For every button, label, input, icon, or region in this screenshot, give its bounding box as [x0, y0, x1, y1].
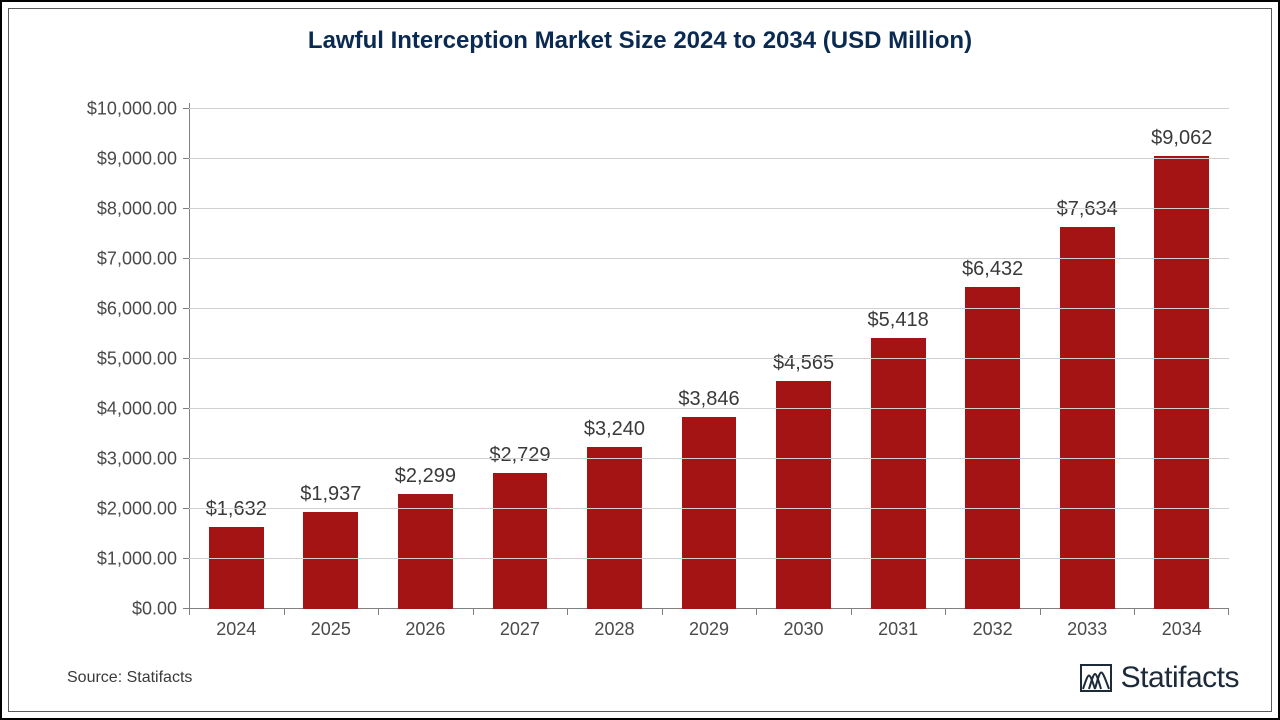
bar-value-label: $4,565: [773, 352, 834, 375]
bar-slot: $9,0622034: [1134, 109, 1229, 609]
gridline: [189, 108, 1229, 109]
bar-value-label: $9,062: [1151, 127, 1212, 150]
y-axis-tick-mark: [183, 458, 189, 459]
y-axis-tick-label: $3,000.00: [19, 449, 189, 470]
y-axis-tick-mark: [183, 308, 189, 309]
y-axis-tick-label: $4,000.00: [19, 399, 189, 420]
gridline: [189, 458, 1229, 459]
bar-slot: $2,2992026: [378, 109, 473, 609]
source-text: Source: Statifacts: [67, 669, 192, 687]
chart-outer-frame: Lawful Interception Market Size 2024 to …: [0, 0, 1280, 720]
bar-slot: $6,4322032: [945, 109, 1040, 609]
y-axis-tick-label: $7,000.00: [19, 249, 189, 270]
x-axis-tick-label: 2032: [973, 619, 1013, 640]
gridline: [189, 508, 1229, 509]
bar-slot: $1,9372025: [284, 109, 379, 609]
gridline: [189, 258, 1229, 259]
y-axis-tick-label: $2,000.00: [19, 499, 189, 520]
x-axis-tick-label: 2033: [1067, 619, 1107, 640]
bar-value-label: $7,634: [1057, 198, 1118, 221]
x-axis-tick-mark: [662, 609, 663, 615]
x-axis-tick-mark: [567, 609, 568, 615]
bar-rect: [209, 527, 264, 609]
bar-slot: $3,2402028: [567, 109, 662, 609]
bar-slot: $2,7292027: [473, 109, 568, 609]
bar-rect: [871, 338, 926, 609]
bar-value-label: $1,937: [300, 483, 361, 506]
bar-slot: $1,6322024: [189, 109, 284, 609]
y-axis-tick-label: $0.00: [19, 599, 189, 620]
y-axis-tick-mark: [183, 408, 189, 409]
bar-value-label: $5,418: [868, 309, 929, 332]
x-axis-tick-label: 2026: [405, 619, 445, 640]
y-axis-tick-mark: [183, 208, 189, 209]
chart-title: Lawful Interception Market Size 2024 to …: [9, 27, 1271, 55]
x-axis-tick-mark: [1228, 609, 1229, 615]
x-axis-tick-label: 2030: [784, 619, 824, 640]
x-axis-tick-label: 2027: [500, 619, 540, 640]
x-axis-tick-mark: [378, 609, 379, 615]
bar-slot: $5,4182031: [851, 109, 946, 609]
x-axis-tick-mark: [945, 609, 946, 615]
bar-value-label: $1,632: [206, 498, 267, 521]
bar-rect: [1154, 156, 1209, 609]
y-axis-tick-label: $10,000.00: [19, 99, 189, 120]
x-axis-tick-label: 2029: [689, 619, 729, 640]
gridline: [189, 308, 1229, 309]
bar-rect: [965, 287, 1020, 609]
gridline: [189, 558, 1229, 559]
y-axis-tick-label: $9,000.00: [19, 149, 189, 170]
x-axis-tick-label: 2024: [216, 619, 256, 640]
chart-inner-frame: Lawful Interception Market Size 2024 to …: [8, 8, 1272, 712]
y-axis-tick-mark: [183, 258, 189, 259]
x-axis-tick-mark: [1040, 609, 1041, 615]
y-axis-tick-mark: [183, 108, 189, 109]
x-axis-tick-mark: [1134, 609, 1135, 615]
x-axis-tick-mark: [189, 609, 190, 615]
y-axis-tick-label: $8,000.00: [19, 199, 189, 220]
bar-rect: [682, 417, 737, 609]
brand-name: Statifacts: [1121, 661, 1239, 695]
y-axis-tick-label: $6,000.00: [19, 299, 189, 320]
chart-plot-area: $1,6322024$1,9372025$2,2992026$2,7292027…: [189, 109, 1229, 609]
x-axis-tick-label: 2025: [311, 619, 351, 640]
bar-rect: [303, 512, 358, 609]
bar-rect: [398, 494, 453, 609]
y-axis-tick-label: $1,000.00: [19, 549, 189, 570]
gridline: [189, 358, 1229, 359]
bar-value-label: $6,432: [962, 258, 1023, 281]
bars-row: $1,6322024$1,9372025$2,2992026$2,7292027…: [189, 109, 1229, 609]
bar-value-label: $2,299: [395, 465, 456, 488]
bar-rect: [587, 447, 642, 609]
x-axis-tick-label: 2028: [594, 619, 634, 640]
y-axis-tick-mark: [183, 558, 189, 559]
y-axis-tick-mark: [183, 608, 189, 609]
bar-value-label: $2,729: [489, 444, 550, 467]
bar-rect: [1060, 227, 1115, 609]
gridline: [189, 158, 1229, 159]
y-axis-tick-mark: [183, 358, 189, 359]
x-axis-tick-label: 2034: [1162, 619, 1202, 640]
brand-logo: Statifacts: [1079, 661, 1239, 695]
bar-slot: $4,5652030: [756, 109, 851, 609]
x-axis-tick-mark: [756, 609, 757, 615]
y-axis-tick-label: $5,000.00: [19, 349, 189, 370]
gridline: [189, 408, 1229, 409]
x-axis-tick-mark: [473, 609, 474, 615]
y-axis-tick-mark: [183, 508, 189, 509]
bar-slot: $3,8462029: [662, 109, 757, 609]
x-axis-tick-label: 2031: [878, 619, 918, 640]
gridline: [189, 208, 1229, 209]
bar-slot: $7,6342033: [1040, 109, 1135, 609]
bar-rect: [493, 473, 548, 609]
y-axis-tick-mark: [183, 158, 189, 159]
brand-icon: [1079, 663, 1113, 693]
x-axis-tick-mark: [284, 609, 285, 615]
bar-rect: [776, 381, 831, 609]
x-axis-tick-mark: [851, 609, 852, 615]
bar-value-label: $3,240: [584, 418, 645, 441]
